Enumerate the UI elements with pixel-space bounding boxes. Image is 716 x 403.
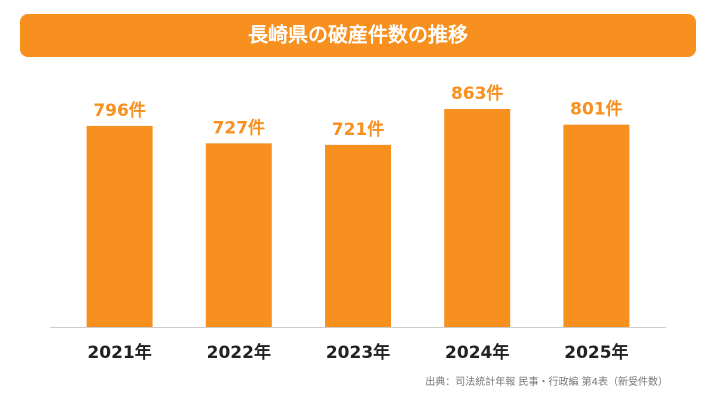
x-tick-label: 2021年 — [87, 342, 151, 363]
value-label: 801件 — [570, 99, 623, 120]
value-label: 796件 — [93, 100, 146, 121]
bar — [86, 125, 153, 327]
bar — [444, 109, 511, 327]
title-bar — [20, 14, 696, 57]
x-tick-label: 2024年 — [445, 342, 509, 363]
x-tick-label: 2022年 — [207, 342, 271, 363]
source-note: 出典：司法統計年報 民事・行政編 第4表（新受件数） — [425, 375, 668, 388]
bar — [205, 143, 272, 327]
value-label: 727件 — [213, 117, 266, 138]
x-tick-label: 2025年 — [564, 342, 628, 363]
bar — [563, 124, 630, 327]
value-label: 863件 — [451, 83, 504, 104]
x-tick-label: 2023年 — [326, 342, 390, 363]
value-label: 721件 — [332, 119, 385, 140]
chart-title: 長崎県の破産件数の推移 — [248, 23, 468, 47]
bar — [325, 144, 391, 327]
